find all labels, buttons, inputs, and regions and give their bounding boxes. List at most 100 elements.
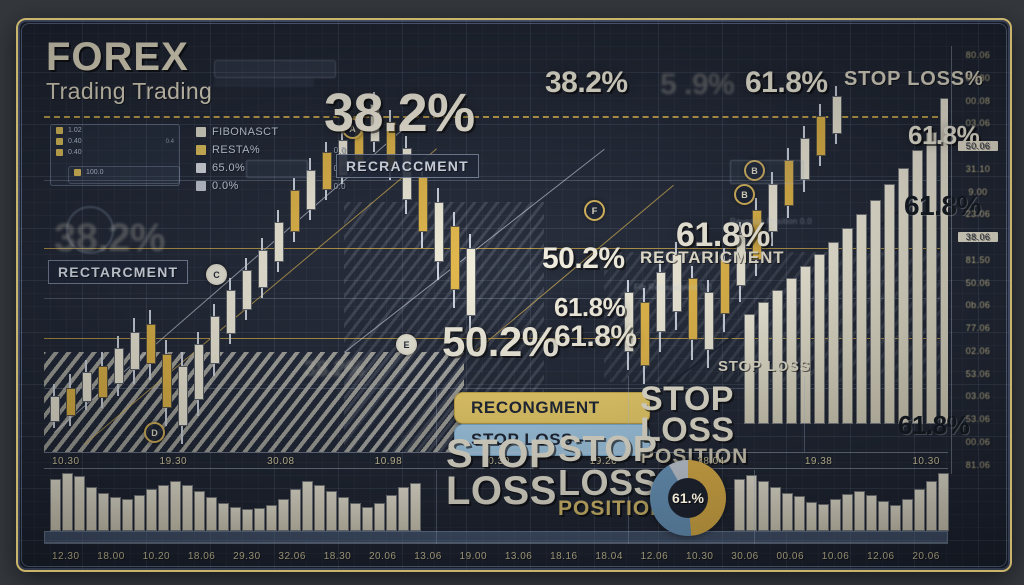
volume-bar: [266, 505, 277, 531]
volume-bar: [890, 505, 901, 531]
price-tick: 80.06: [966, 50, 991, 60]
volume-bar: [170, 481, 181, 531]
tick-label: 32.06: [278, 551, 306, 562]
fib-level-aux-1: [44, 180, 948, 181]
slp-line2: LOSS: [640, 413, 748, 447]
legend-label: RESTA%: [212, 144, 260, 156]
mid-axis-line: [44, 452, 948, 453]
chart-marker-a[interactable]: A: [342, 118, 363, 139]
volume-bar: [146, 489, 157, 531]
legend-swatch-icon: [196, 181, 206, 191]
retracement-tag-left[interactable]: RECTARCMENT: [48, 260, 189, 284]
chart-marker-c[interactable]: C: [206, 264, 227, 285]
pct-callout-618-mid: 61.8%: [676, 216, 770, 255]
price-tick-highlighted: 38.06: [957, 232, 999, 243]
tick-label: 18.06: [188, 551, 216, 562]
slbig2-sub: POSITION: [558, 498, 666, 519]
tick-label: 10.30: [52, 456, 80, 467]
stop-loss-position-block: STOP LOSS POSITION: [640, 382, 748, 467]
price-tick: 02.06: [966, 346, 991, 356]
volume-bar: [794, 496, 805, 531]
panel-separator: [436, 380, 437, 452]
toolbar-ghost-field[interactable]: [214, 60, 336, 78]
pct-callout-50-big: 50.2%: [442, 318, 559, 366]
pct-callout-50-mid: 50.2%: [542, 242, 625, 276]
tick-label: 10.98: [375, 456, 403, 467]
legend-swatch-icon: [56, 127, 63, 134]
volume-bar: [110, 497, 121, 531]
chart-marker-b[interactable]: B: [734, 184, 755, 205]
legend-label: 1.02: [68, 127, 82, 134]
pct-callout-618-low2: 61.8%: [554, 292, 626, 323]
legend-value: 0.0: [334, 182, 346, 191]
tick-label: 12.06: [641, 551, 669, 562]
volume-bar: [254, 508, 265, 531]
chart-marker-b-top[interactable]: B: [744, 160, 765, 181]
chart-marker-e[interactable]: E: [396, 334, 417, 355]
bottom-tick-row: 12.30 18.00 10.20 18.06 29.30 32.06 18.3…: [52, 551, 940, 562]
volume-bar: [398, 487, 409, 531]
legend-swatch-icon: [196, 127, 206, 137]
volume-bar: [362, 507, 373, 531]
toolbar-ghost-field-2[interactable]: [214, 78, 314, 87]
volume-bar: [842, 494, 853, 531]
page-title: FOREX: [46, 37, 212, 77]
price-tick: 0b.06: [966, 300, 991, 310]
main-chart-plot[interactable]: D C A E F B B: [44, 52, 948, 452]
pct-callout-618-r2: 61.8%: [904, 190, 981, 222]
dashboard-board: D C A E F B B FOREX Trading Trading 1.02…: [16, 18, 1012, 572]
horizontal-scrollbar[interactable]: [44, 531, 948, 543]
fib-level-38: [44, 248, 948, 249]
stop-loss-big-center: STOP LOSS POSITION: [558, 431, 666, 519]
legend-card-secondary[interactable]: 100.0: [68, 166, 180, 184]
price-tick: 00.08: [966, 96, 991, 106]
price-axis[interactable]: 80.06 0.180 00.08 03.06 50.06 31.10 9.00…: [951, 46, 1004, 474]
legend-label: 65.0%: [212, 162, 245, 174]
price-tick: 0.180: [966, 73, 991, 83]
right-bar: [926, 132, 937, 424]
stop-loss-button[interactable]: STOP LOSS -: [454, 424, 650, 456]
fibonacci-legend[interactable]: FIBONASCT RESTA% 0.0 65.0% 0.0 0.0% 0.0: [196, 126, 346, 198]
price-tick: 03.06: [966, 391, 991, 401]
volume-bar: [206, 497, 217, 531]
tick-label: 10.30: [686, 551, 714, 562]
legend-swatch-icon: [56, 149, 63, 156]
tick-label: 19.38: [805, 456, 833, 467]
panel-separator: [436, 470, 437, 544]
tick-label: 18.30: [324, 551, 352, 562]
volume-bar: [230, 507, 241, 531]
volume-bar: [734, 479, 745, 531]
position-donut-chart[interactable]: 61.%: [650, 460, 726, 536]
legend-value: 0.0: [334, 146, 346, 155]
tick-label: 12.30: [52, 551, 80, 562]
legend-label: 0.40: [68, 149, 82, 156]
panel-separator: [804, 376, 805, 452]
volume-bar: [854, 491, 865, 531]
volume-bar: [62, 473, 73, 531]
pct-callout-ghost-small: 38.2%: [304, 356, 364, 382]
tick-label: 00.06: [777, 551, 805, 562]
volume-bar: [50, 479, 61, 531]
chart-marker-f[interactable]: F: [584, 200, 605, 221]
legend-row: 0.0% 0.0: [196, 180, 346, 192]
right-bar: [842, 228, 853, 424]
volume-bar: [782, 493, 793, 531]
retracement-tag-mid: RECTARICMENT: [640, 248, 784, 268]
right-bar: [884, 184, 895, 424]
slp-line3: POSITION: [640, 445, 748, 466]
gauge-dial-icon: [66, 206, 114, 254]
volume-bar: [86, 487, 97, 531]
volume-bar: [902, 499, 913, 531]
legend-label: FIBONASCT: [212, 126, 279, 138]
fib-level-50: [44, 338, 948, 339]
right-bar: [786, 278, 797, 424]
legend-card[interactable]: 1.02 0.40 0.4 0.40: [50, 124, 180, 186]
retracement-tag-main[interactable]: RECRACCMENT: [336, 154, 479, 178]
tick-label: 10.20: [143, 551, 171, 562]
volume-bar: [926, 481, 937, 531]
chart-marker-d[interactable]: D: [144, 422, 165, 443]
note-ghost-mid: Fib Retracement 0.0: [634, 282, 744, 294]
tick-label: 30.06: [731, 551, 759, 562]
recongment-button[interactable]: RECONGMENT: [454, 392, 650, 424]
volume-panel[interactable]: [44, 468, 949, 544]
